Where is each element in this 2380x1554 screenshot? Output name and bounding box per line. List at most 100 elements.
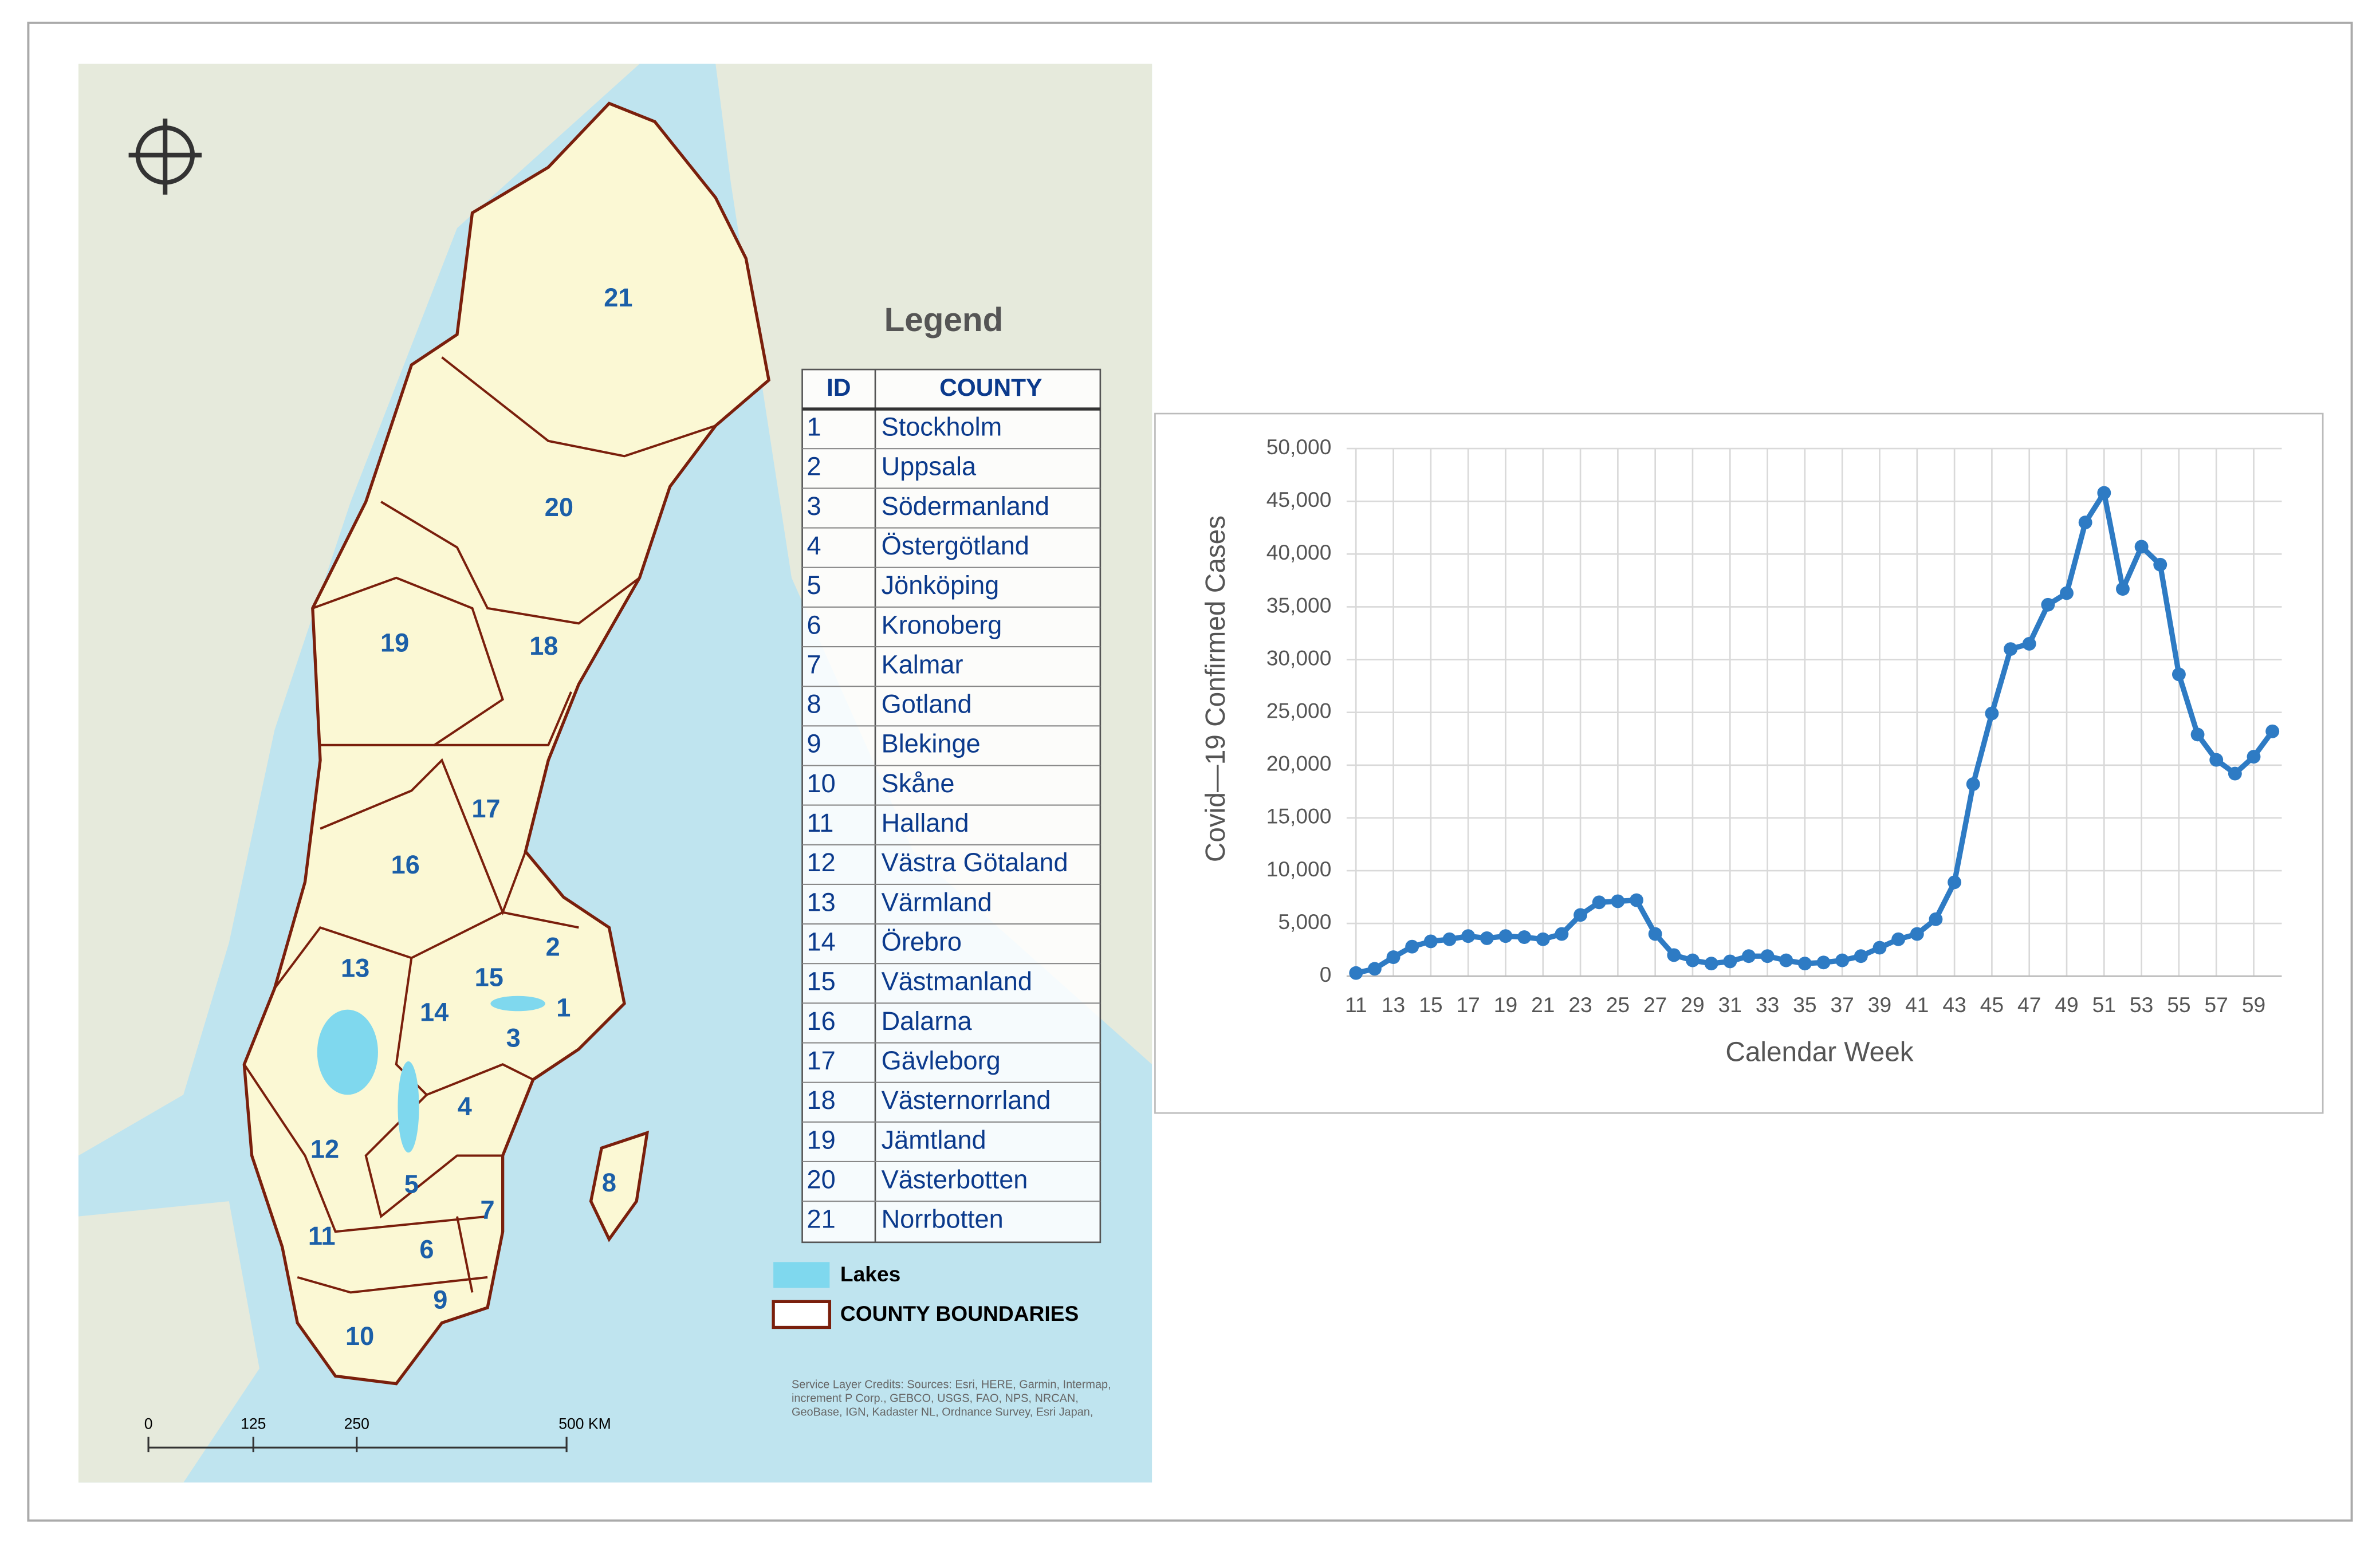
marker bbox=[1405, 939, 1419, 954]
x-axis-title: Calendar Week bbox=[1725, 1037, 1913, 1067]
y-tick-label: 20,000 bbox=[1266, 752, 1332, 776]
marker bbox=[1686, 953, 1700, 967]
x-tick-label: 21 bbox=[1531, 993, 1555, 1017]
marker bbox=[1423, 934, 1438, 949]
boundary bbox=[456, 1216, 474, 1293]
north-arrow bbox=[128, 119, 202, 195]
table-county: Dalarna bbox=[882, 1006, 973, 1036]
table-county: Blekinge bbox=[882, 729, 981, 758]
table-county: Värmland bbox=[882, 887, 992, 916]
y-tick-label: 40,000 bbox=[1266, 540, 1332, 564]
marker bbox=[1517, 930, 1532, 945]
scale-bar bbox=[147, 1437, 568, 1453]
marker bbox=[1367, 962, 1382, 976]
table-id: 19 bbox=[807, 1125, 836, 1154]
x-tick-label: 45 bbox=[1980, 993, 2004, 1017]
table-county: Örebro bbox=[882, 927, 962, 956]
legend-item: COUNTY BOUNDARIES bbox=[840, 1301, 1079, 1325]
county-label: 12 bbox=[310, 1134, 339, 1163]
table-county: Halland bbox=[882, 808, 969, 837]
marker bbox=[1741, 949, 1756, 963]
table-county: Östergötland bbox=[882, 531, 1029, 560]
credits-box: Service Layer Credits: Sources: Esri, HE… bbox=[791, 1378, 1111, 1419]
county-label: 16 bbox=[391, 850, 420, 879]
table-id: 11 bbox=[807, 808, 834, 837]
county-label: 4 bbox=[458, 1092, 472, 1121]
table-county: Kronoberg bbox=[882, 610, 1002, 639]
county-label: 11 bbox=[308, 1221, 336, 1250]
map: 0 125 250 500 KM Service Layer Credits: … bbox=[78, 64, 1152, 1483]
county-label: 20 bbox=[545, 493, 573, 522]
marker bbox=[1723, 954, 1737, 969]
table-id: 21 bbox=[807, 1205, 836, 1234]
marker bbox=[2209, 753, 2224, 767]
x-tick-label: 15 bbox=[1419, 993, 1442, 1017]
boundary bbox=[312, 576, 504, 746]
county-label: 18 bbox=[529, 631, 558, 660]
marker bbox=[1948, 875, 1962, 890]
gotland bbox=[589, 1130, 650, 1242]
table-county: Kalmar bbox=[882, 650, 963, 679]
scale-label: 0 bbox=[144, 1415, 153, 1432]
y-tick-label: 25,000 bbox=[1266, 698, 1332, 722]
boundary bbox=[320, 758, 527, 916]
table-county: Västernorrland bbox=[882, 1085, 1051, 1115]
county-label: 17 bbox=[471, 794, 500, 823]
x-tick-label: 57 bbox=[2205, 993, 2228, 1017]
table-id: 13 bbox=[807, 887, 836, 916]
marker bbox=[2265, 724, 2280, 738]
x-tick-label: 13 bbox=[1382, 993, 1405, 1017]
marker bbox=[1386, 950, 1401, 965]
table-county: Gotland bbox=[882, 690, 972, 719]
marker bbox=[2078, 516, 2092, 530]
x-tick-label: 41 bbox=[1905, 993, 1929, 1017]
county-label: 10 bbox=[345, 1321, 374, 1351]
x-tick-label: 19 bbox=[1494, 993, 1517, 1017]
marker bbox=[1985, 706, 1999, 721]
x-tick-label: 59 bbox=[2242, 993, 2265, 1017]
boundary bbox=[380, 501, 640, 625]
table-county: Jämtland bbox=[882, 1125, 986, 1154]
county-label: 1 bbox=[556, 993, 571, 1022]
legend-table bbox=[801, 368, 1102, 1244]
marker bbox=[2247, 750, 2261, 764]
county-label: 5 bbox=[404, 1170, 419, 1199]
boundary-swatch bbox=[772, 1300, 832, 1329]
marker bbox=[2041, 597, 2055, 612]
marker bbox=[1648, 927, 1662, 941]
x-tick-label: 29 bbox=[1681, 993, 1704, 1017]
y-tick-label: 15,000 bbox=[1266, 804, 1332, 828]
y-tick-label: 10,000 bbox=[1266, 857, 1332, 881]
table-id: 17 bbox=[807, 1046, 836, 1075]
boundary bbox=[441, 356, 716, 458]
table-header: ID bbox=[827, 374, 851, 401]
marker bbox=[1630, 893, 1643, 907]
table-county: Västra Götaland bbox=[882, 848, 1068, 877]
marker bbox=[1536, 932, 1550, 946]
marker bbox=[1480, 931, 1494, 945]
table-county: Gävleborg bbox=[882, 1046, 1001, 1075]
lakes-swatch bbox=[773, 1262, 830, 1288]
x-tick-label: 33 bbox=[1756, 993, 1779, 1017]
lake bbox=[317, 1009, 378, 1095]
scale-label: 250 bbox=[344, 1415, 369, 1432]
table-county: Västmanland bbox=[882, 967, 1032, 996]
credits: Service Layer Credits: Sources: Esri, HE… bbox=[791, 1378, 1111, 1419]
x-tick-label: 31 bbox=[1718, 993, 1742, 1017]
marker bbox=[1667, 948, 1681, 962]
marker bbox=[2153, 557, 2167, 572]
marker bbox=[2060, 586, 2074, 600]
marker bbox=[1704, 957, 1718, 971]
table-id: 15 bbox=[807, 967, 836, 996]
table-id: 18 bbox=[807, 1085, 836, 1115]
boundary bbox=[297, 1276, 488, 1294]
county-label: 8 bbox=[602, 1168, 616, 1197]
x-tick-label: 49 bbox=[2055, 993, 2078, 1017]
marker bbox=[1349, 966, 1363, 980]
table-id: 1 bbox=[807, 412, 821, 442]
county-label: 21 bbox=[604, 283, 632, 312]
marker bbox=[1835, 953, 1850, 967]
marker bbox=[1910, 927, 1924, 941]
